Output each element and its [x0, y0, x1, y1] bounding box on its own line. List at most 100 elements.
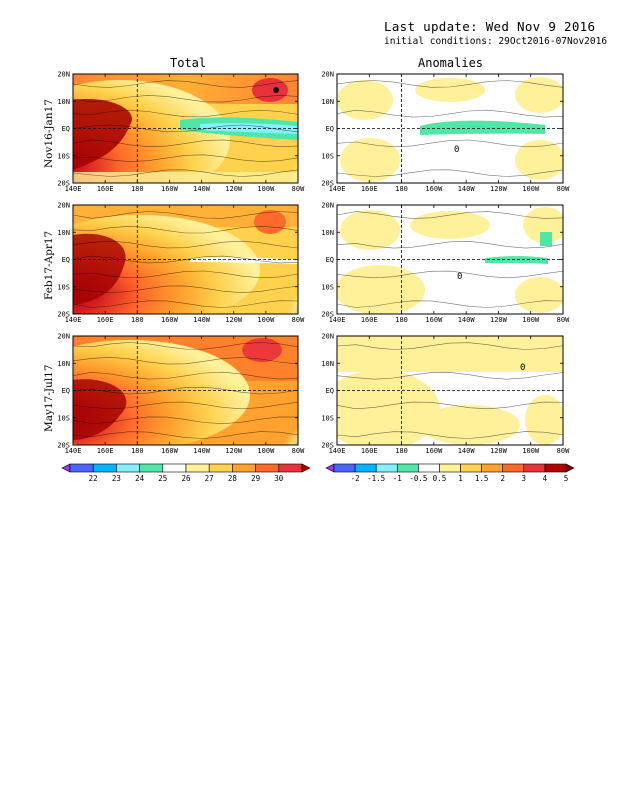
lon-tick-label: 140W	[458, 316, 476, 324]
colorbar-swatch	[565, 463, 575, 473]
lon-tick-label: 100W	[257, 316, 275, 324]
colorbar-swatch	[460, 463, 482, 473]
lat-tick-label: EQ	[326, 387, 334, 395]
colorbar-swatch	[523, 463, 546, 473]
lon-tick-label: 80W	[292, 447, 305, 455]
contour-line	[336, 80, 564, 88]
lon-tick-label: 180	[395, 447, 408, 455]
lon-tick-label: 140E	[65, 316, 82, 324]
colorbar-label: 30	[274, 474, 284, 483]
zero-contour-label-row1: 0	[454, 145, 459, 155]
axes: 140E 160E 180 160W 140W 120W 100W 80W 20N 10N EQ 10…	[57, 71, 570, 456]
lon-tick-label: 80W	[292, 185, 305, 193]
lon-tick-label: 120W	[490, 447, 508, 455]
colorbar-swatch	[278, 463, 303, 473]
colorbar-swatch	[162, 463, 187, 473]
lat-tick-label: 10N	[321, 98, 334, 106]
contour-line	[72, 94, 299, 103]
lat-tick-label: 10N	[57, 360, 70, 368]
lon-tick-label: 120W	[225, 447, 243, 455]
colorbar-swatch	[502, 463, 525, 473]
lon-tick-label: 180	[395, 316, 408, 324]
colorbar-swatch	[208, 463, 233, 473]
lat-tick-label: 20N	[57, 71, 70, 79]
lat-tick-label: 10N	[57, 229, 70, 237]
colorbar-swatch	[396, 463, 419, 473]
contour-line	[72, 270, 299, 279]
colorbars: 22 23 24 25 26 27 28 29 30 -2 -1.5 -1 -0.5 0.5 1 1.5 2 3 4…	[61, 463, 575, 483]
lon-tick-label: 180	[395, 185, 408, 193]
anomaly-map-row1	[337, 74, 563, 183]
lon-tick-label: 100W	[257, 447, 275, 455]
lon-tick-label: 140W	[193, 316, 211, 324]
colorbar-swatch	[185, 463, 210, 473]
lon-tick-label: 180	[131, 185, 144, 193]
lat-tick-label: EQ	[62, 256, 70, 264]
lat-tick-label: EQ	[62, 387, 70, 395]
colorbar-label: 3	[522, 474, 527, 483]
colorbar-swatch	[418, 463, 440, 473]
lat-tick-label: 20N	[321, 202, 334, 210]
lat-tick-label: 20N	[321, 71, 334, 79]
lon-tick-label: 140W	[458, 447, 476, 455]
contour-line	[72, 240, 299, 249]
colorbar-label: 24	[135, 474, 145, 483]
contour-line	[72, 371, 299, 380]
contour-line	[72, 401, 299, 410]
lat-tick-label: 20N	[57, 333, 70, 341]
anomaly-map-row3	[337, 336, 563, 445]
lat-tick-label: 10N	[57, 98, 70, 106]
colorbar-label: -2	[351, 474, 360, 483]
contour-line	[72, 225, 299, 234]
lat-tick-label: 10S	[57, 414, 70, 422]
contour-line	[72, 154, 299, 162]
colorbar-swatch	[333, 463, 356, 473]
colorbar-label: 1.5	[475, 474, 489, 483]
lat-tick-label: 10N	[321, 229, 334, 237]
lat-tick-label: 20S	[57, 180, 70, 188]
overlays	[72, 74, 564, 445]
lon-tick-label: 160W	[161, 447, 179, 455]
colorbar-label: -1.5	[367, 474, 385, 483]
lat-tick-label: 10S	[321, 414, 334, 422]
anomaly-map-row2	[337, 205, 563, 314]
colorbar-swatch	[255, 463, 280, 473]
contour-line	[336, 270, 564, 279]
colorbar-swatch	[544, 463, 567, 473]
row-label-3: May17-Jul17	[43, 364, 55, 432]
contour-line	[72, 416, 299, 425]
colorbar-label: 26	[181, 474, 191, 483]
initial-conditions-text: initial conditions: 29Oct2016-07Nov2016	[384, 36, 608, 47]
contour-line	[336, 139, 564, 148]
colorbar-swatch	[301, 463, 311, 473]
contour-line	[72, 109, 299, 118]
colorbar-swatch	[69, 463, 94, 473]
contour-line	[336, 109, 564, 118]
colorbar-swatch	[439, 463, 461, 473]
last-update-text: Last update: Wed Nov 9 2016	[384, 19, 596, 34]
colorbar-label: 22	[89, 474, 98, 483]
lon-tick-label: 180	[131, 447, 144, 455]
colorbar-label: -1	[393, 474, 402, 483]
colorbar-label: 25	[158, 474, 167, 483]
lat-tick-label: 10S	[321, 283, 334, 291]
lon-tick-label: 140E	[65, 447, 82, 455]
colorbar-label: 23	[112, 474, 121, 483]
lat-tick-label: 20S	[321, 180, 334, 188]
lat-tick-label: EQ	[326, 256, 334, 264]
contour-line	[72, 124, 299, 133]
row-label-1: Nov16-Jan17	[43, 99, 55, 168]
colorbar-swatch	[325, 463, 335, 473]
lat-tick-label: 20N	[321, 333, 334, 341]
colorbar-label: 5	[564, 474, 569, 483]
contour-line	[72, 80, 299, 88]
lat-tick-label: 10N	[321, 360, 334, 368]
lon-tick-label: 100W	[522, 185, 540, 193]
colorbar-swatch	[92, 463, 117, 473]
lon-tick-label: 160W	[425, 316, 443, 324]
lon-tick-label: 80W	[557, 447, 570, 455]
lon-tick-label: 120W	[225, 185, 243, 193]
lon-tick-label: 140W	[193, 447, 211, 455]
contour-line	[72, 211, 299, 219]
lon-tick-label: 140E	[329, 447, 346, 455]
